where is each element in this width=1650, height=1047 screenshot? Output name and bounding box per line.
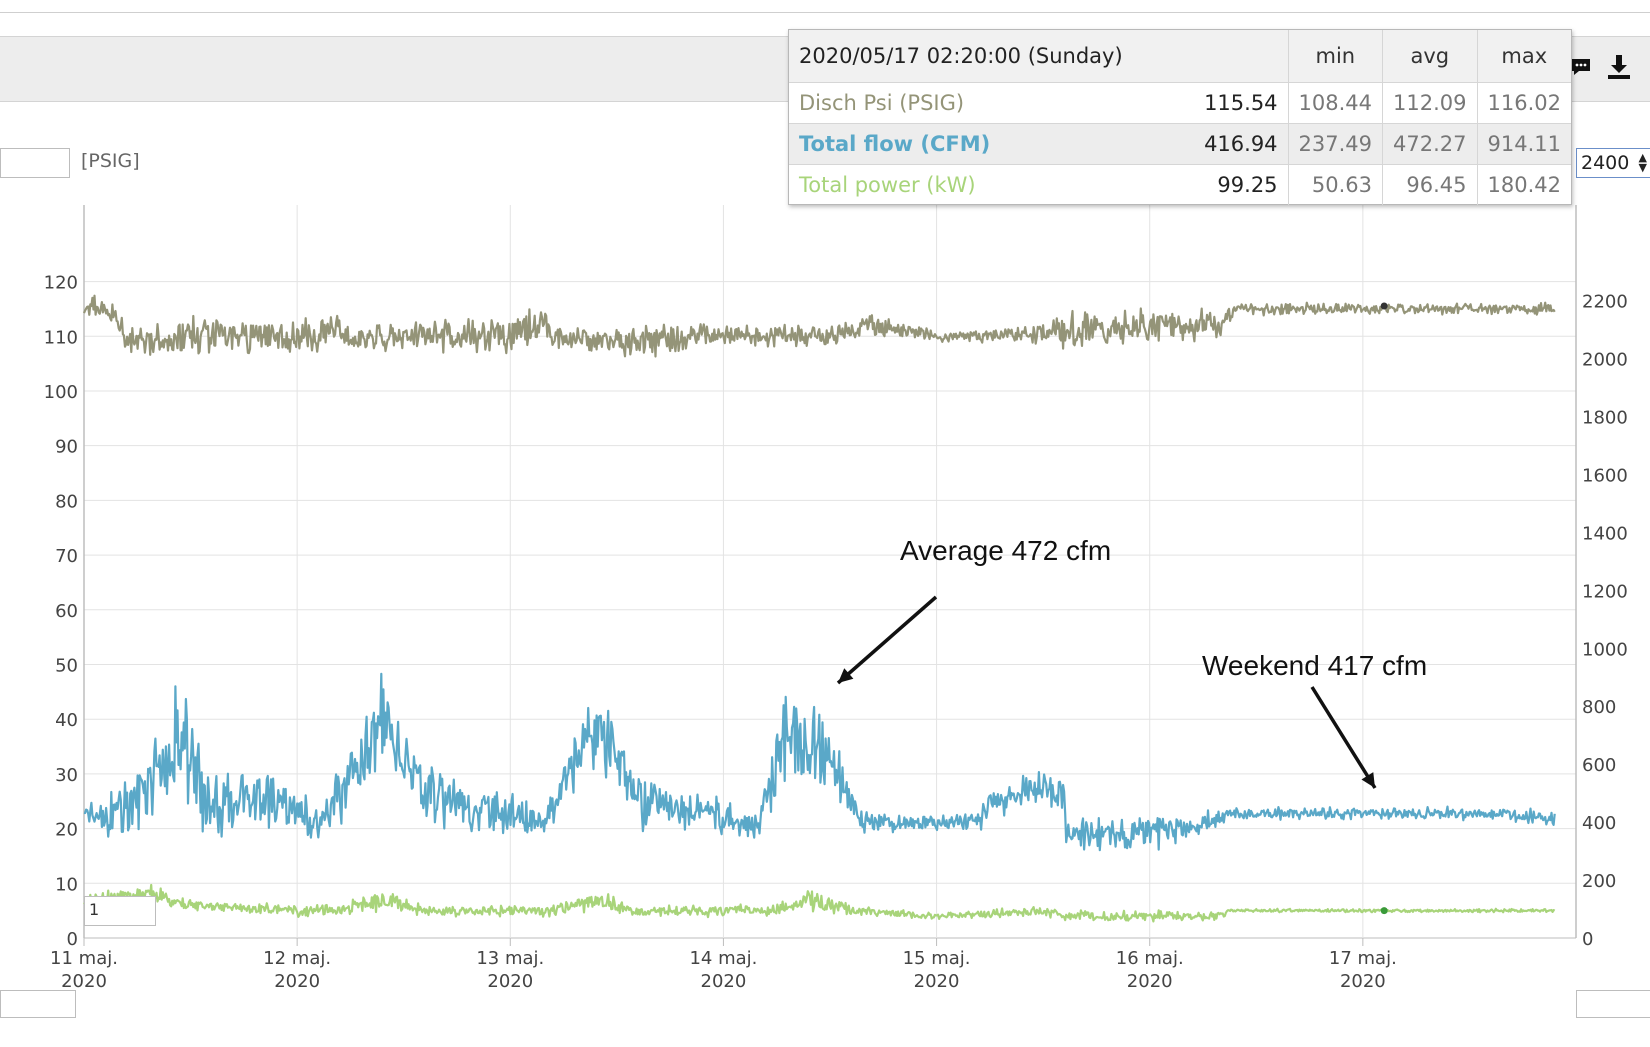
y-right-tick-label: 200 bbox=[1582, 871, 1616, 892]
x-tick-label-year: 2020 bbox=[914, 971, 960, 992]
x-tick-label-year: 2020 bbox=[487, 971, 533, 992]
y-left-tick-label: 80 bbox=[55, 491, 78, 512]
left-axis-unit-label: [PSIG] bbox=[81, 150, 140, 172]
cursor-point-pressure bbox=[1380, 302, 1388, 310]
y-left-tick-label: 40 bbox=[55, 710, 78, 731]
left-axis-min-input[interactable]: 1 bbox=[84, 896, 156, 926]
y-left-tick-label: 60 bbox=[55, 601, 78, 622]
y-right-tick-label: 800 bbox=[1582, 697, 1616, 718]
y-right-tick-label: 1400 bbox=[1582, 523, 1628, 544]
tooltip-timestamp: 2020/05/17 02:20:00 (Sunday) bbox=[789, 30, 1289, 83]
average-annotation: Average 472 cfm bbox=[900, 535, 1112, 566]
y-right-tick-label: 400 bbox=[1582, 813, 1616, 834]
average-annotation-arrow-head bbox=[838, 668, 854, 683]
tooltip-row-pressure: Disch Psi (PSIG) 115.54 108.44 112.09 11… bbox=[789, 82, 1571, 124]
left-axis-min-value: 1 bbox=[89, 900, 100, 919]
tooltip-series-label: Total power (kW) bbox=[789, 164, 1135, 205]
tooltip-row-power: Total power (kW) 99.25 50.63 96.45 180.4… bbox=[789, 164, 1571, 205]
download-icon[interactable] bbox=[1604, 52, 1634, 82]
tooltip-header-min: min bbox=[1287, 30, 1383, 83]
tooltip-min-value: 50.63 bbox=[1287, 164, 1383, 205]
x-tick-label: 12 maj. bbox=[263, 948, 331, 969]
y-right-tick-label: 1000 bbox=[1582, 639, 1628, 660]
y-left-tick-label: 50 bbox=[55, 655, 78, 676]
x-tick-label: 11 maj. bbox=[50, 948, 118, 969]
tooltip-header-row: 2020/05/17 02:20:00 (Sunday) min avg max bbox=[789, 30, 1571, 83]
series-line-power bbox=[83, 883, 1556, 923]
x-tick-label-year: 2020 bbox=[61, 971, 107, 992]
tooltip-series-label: Disch Psi (PSIG) bbox=[789, 82, 1135, 124]
series-line-flow bbox=[83, 672, 1556, 852]
tooltip-header-avg: avg bbox=[1382, 30, 1478, 83]
range-start-handle[interactable] bbox=[0, 990, 76, 1018]
tooltip-avg-value: 96.45 bbox=[1382, 164, 1478, 205]
y-right-tick-label: 0 bbox=[1582, 929, 1593, 950]
x-tick-label: 17 maj. bbox=[1329, 948, 1397, 969]
top-divider bbox=[0, 12, 1650, 13]
range-end-handle[interactable] bbox=[1576, 990, 1650, 1018]
spinner-arrows-icon[interactable]: ▲ ▼ bbox=[1638, 151, 1647, 174]
tooltip-current-value: 416.94 bbox=[1134, 123, 1289, 165]
y-left-tick-label: 0 bbox=[67, 929, 78, 950]
y-left-tick-label: 120 bbox=[44, 273, 78, 294]
weekend-annotation-arrow bbox=[1310, 686, 1377, 789]
left-axis-max-input[interactable] bbox=[0, 148, 70, 178]
average-annotation-arrow bbox=[836, 595, 938, 685]
tooltip-min-value: 237.49 bbox=[1287, 123, 1383, 165]
y-left-tick-label: 110 bbox=[44, 327, 78, 348]
right-axis-max-value: 2400 bbox=[1581, 152, 1630, 174]
y-left-tick-label: 20 bbox=[55, 820, 78, 841]
y-right-tick-label: 1600 bbox=[1582, 465, 1628, 486]
x-tick-label-year: 2020 bbox=[274, 971, 320, 992]
comment-icon[interactable] bbox=[1566, 52, 1596, 82]
y-right-tick-label: 1800 bbox=[1582, 407, 1628, 428]
weekend-annotation-arrow-head bbox=[1361, 772, 1375, 788]
y-left-tick-label: 10 bbox=[55, 874, 78, 895]
tooltip-min-value: 108.44 bbox=[1287, 82, 1383, 124]
series-line-pressure bbox=[82, 294, 1556, 358]
y-right-tick-label: 1200 bbox=[1582, 581, 1628, 602]
x-tick-label: 13 maj. bbox=[476, 948, 544, 969]
weekend-annotation: Weekend 417 cfm bbox=[1202, 650, 1428, 681]
x-tick-label: 15 maj. bbox=[903, 948, 971, 969]
x-tick-label-year: 2020 bbox=[701, 971, 747, 992]
y-right-tick-label: 2200 bbox=[1582, 292, 1628, 313]
tooltip-row-flow: Total flow (CFM) 416.94 237.49 472.27 91… bbox=[789, 123, 1571, 165]
tooltip-avg-value: 472.27 bbox=[1382, 123, 1478, 165]
tooltip-avg-value: 112.09 bbox=[1382, 82, 1478, 124]
right-axis-max-input[interactable]: 2400 ▲ ▼ bbox=[1576, 148, 1650, 178]
x-tick-label: 16 maj. bbox=[1116, 948, 1184, 969]
tooltip-header-max: max bbox=[1476, 30, 1571, 83]
y-left-tick-label: 70 bbox=[55, 546, 78, 567]
tooltip-max-value: 180.42 bbox=[1476, 164, 1571, 205]
tooltip-max-value: 914.11 bbox=[1476, 123, 1571, 165]
x-tick-label: 14 maj. bbox=[689, 948, 757, 969]
y-right-tick-label: 2000 bbox=[1582, 350, 1628, 371]
tooltip-current-value: 115.54 bbox=[1134, 82, 1289, 124]
y-left-tick-label: 30 bbox=[55, 765, 78, 786]
tooltip-max-value: 116.02 bbox=[1476, 82, 1571, 124]
y-right-tick-label: 600 bbox=[1582, 755, 1616, 776]
tooltip-series-label: Total flow (CFM) bbox=[789, 123, 1135, 165]
tooltip-table: 2020/05/17 02:20:00 (Sunday) min avg max… bbox=[789, 30, 1571, 205]
cursor-point-power bbox=[1380, 907, 1388, 915]
y-left-tick-label: 90 bbox=[55, 437, 78, 458]
tooltip-current-value: 99.25 bbox=[1134, 164, 1289, 205]
x-tick-label-year: 2020 bbox=[1340, 971, 1386, 992]
x-tick-label-year: 2020 bbox=[1127, 971, 1173, 992]
data-tooltip: 2020/05/17 02:20:00 (Sunday) min avg max… bbox=[788, 29, 1572, 205]
y-left-tick-label: 100 bbox=[44, 382, 78, 403]
